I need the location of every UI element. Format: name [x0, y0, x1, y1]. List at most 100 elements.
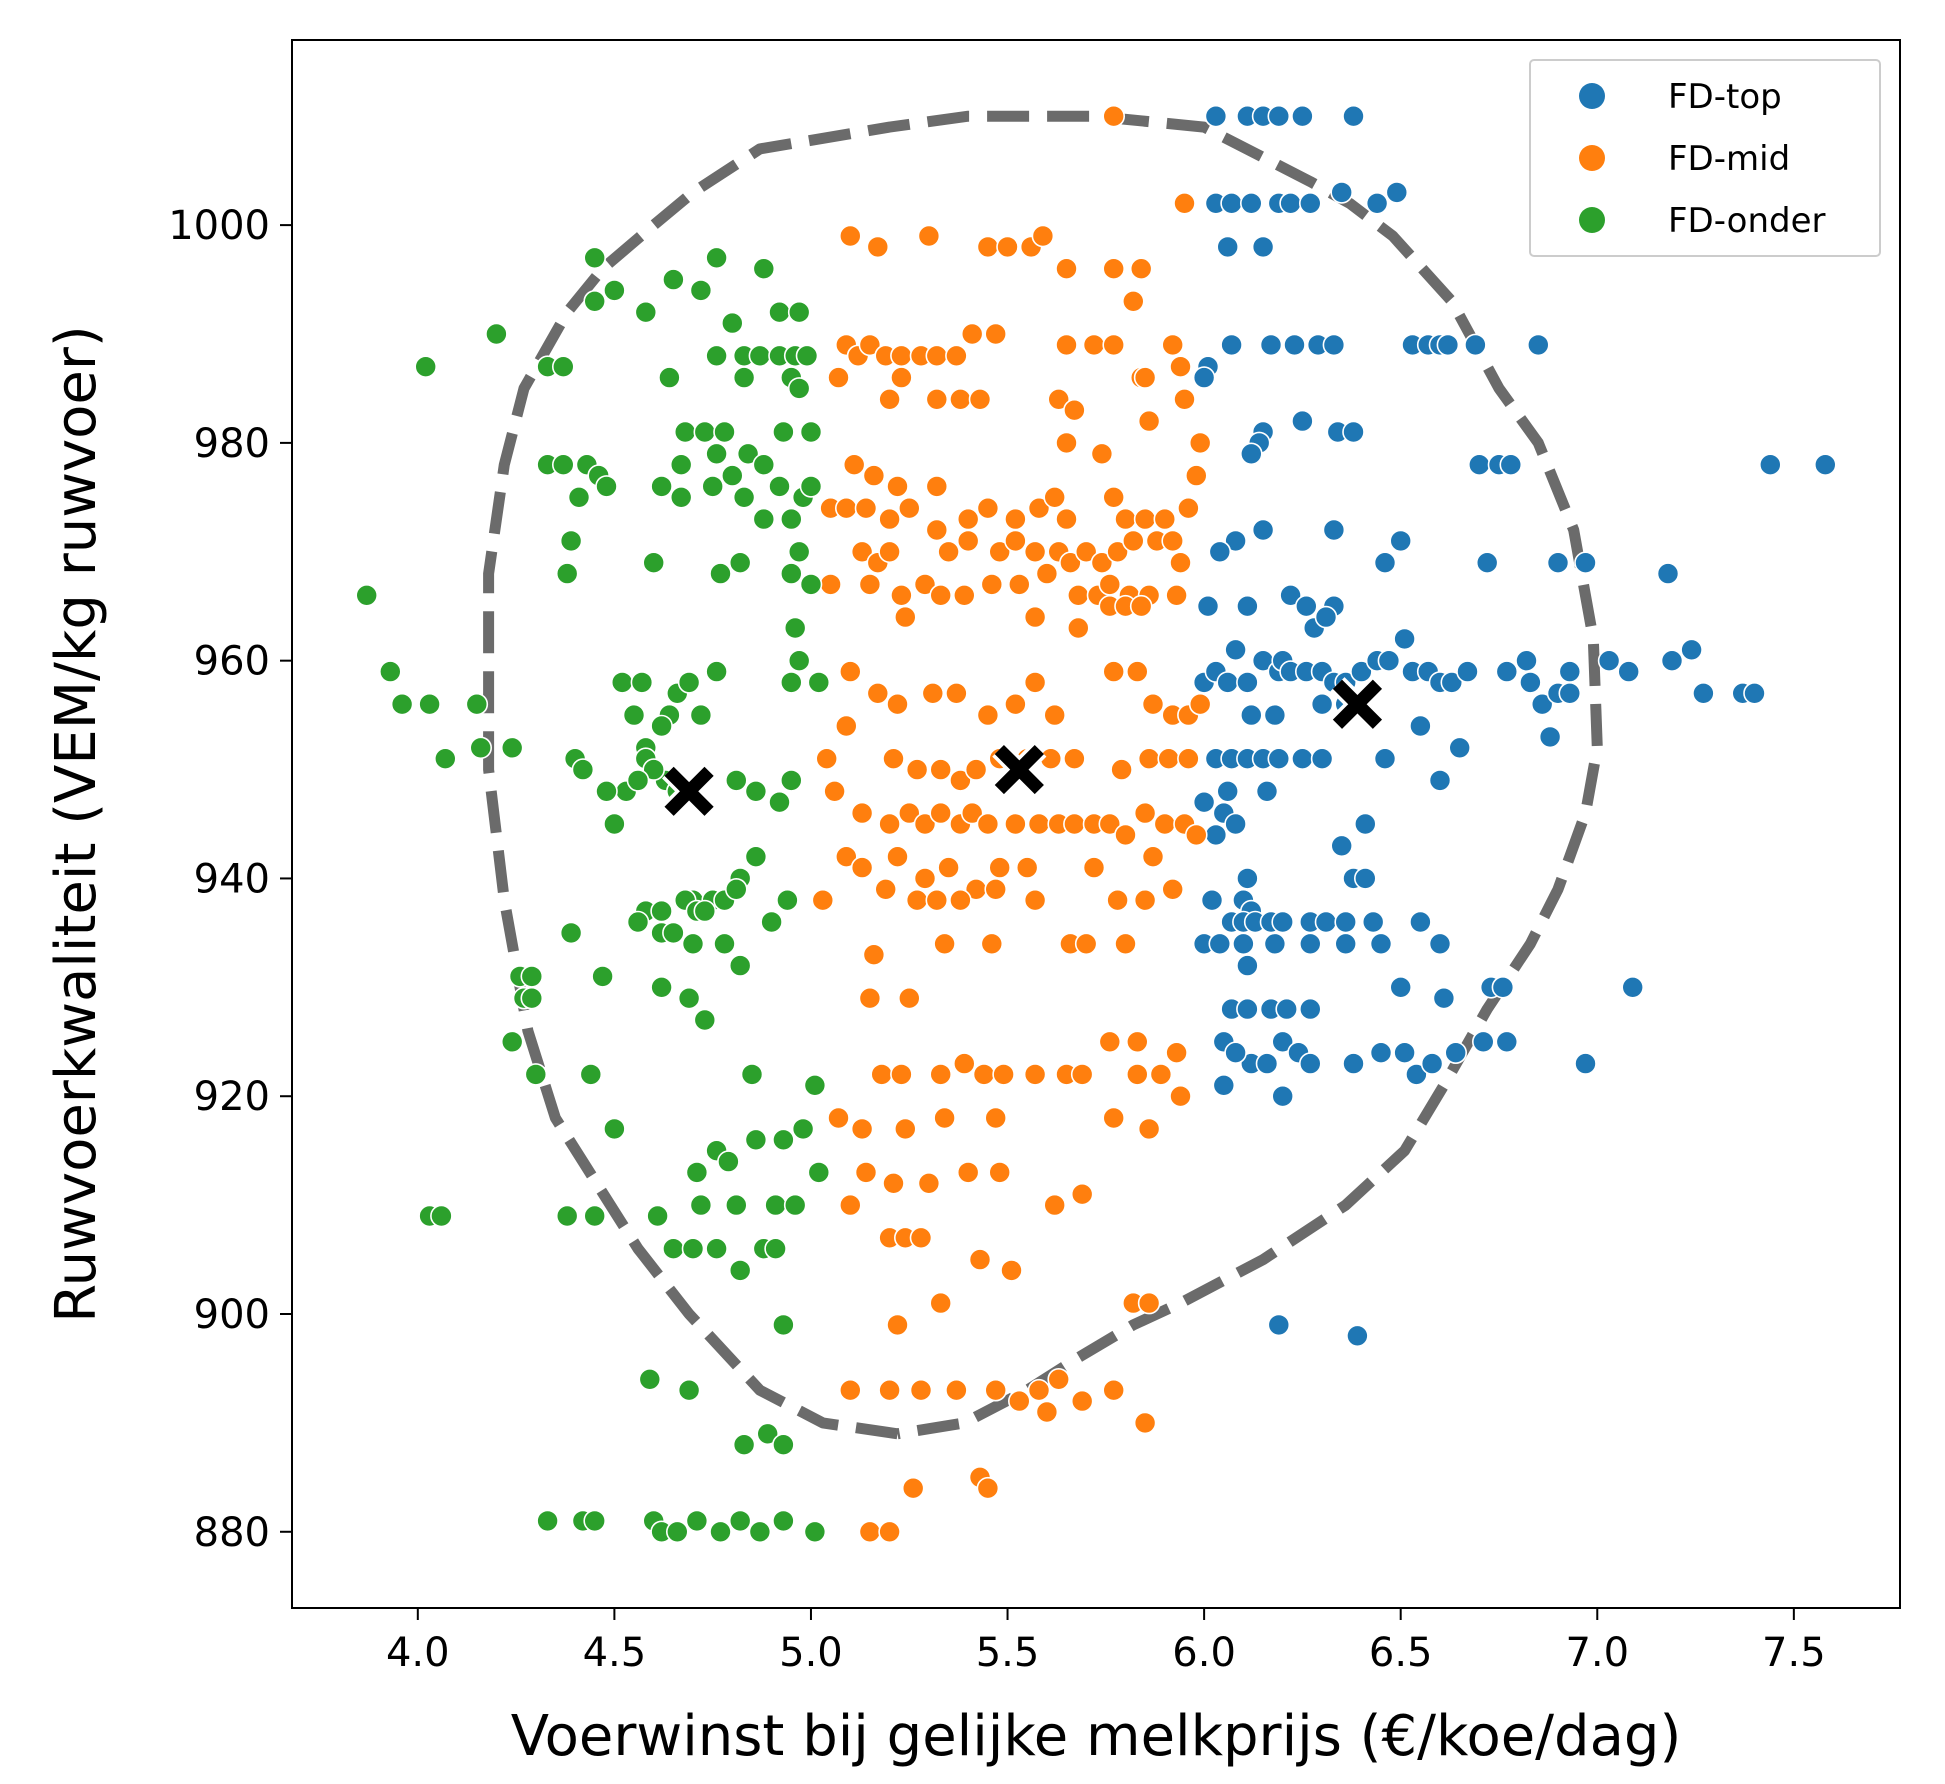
- point-fd-top: [1389, 975, 1412, 999]
- point-fd-mid: [858, 1520, 882, 1544]
- y-axis-ticks: 880 900 920 940 960 980 1000: [168, 203, 292, 1556]
- point-fd-mid: [1185, 823, 1208, 847]
- point-fd-mid: [1137, 409, 1161, 433]
- point-fd-onder: [669, 453, 693, 477]
- point-fd-mid: [949, 387, 972, 411]
- point-fd-mid: [1102, 257, 1125, 281]
- point-fd-mid: [886, 692, 909, 716]
- point-fd-mid: [1141, 692, 1165, 716]
- point-fd-mid: [913, 812, 937, 836]
- point-fd-onder: [689, 703, 713, 727]
- point-fd-mid: [1027, 496, 1051, 520]
- point-fd-onder: [520, 986, 544, 1010]
- point-fd-mid: [1063, 747, 1086, 771]
- point-fd-mid: [890, 1063, 913, 1086]
- point-fd-onder: [807, 671, 831, 694]
- point-fd-top: [1342, 104, 1365, 128]
- point-fd-top: [1251, 235, 1275, 259]
- point-fd-top: [1680, 638, 1703, 662]
- point-fd-onder: [630, 671, 654, 694]
- point-fd-mid: [886, 845, 909, 869]
- point-fd-mid: [984, 1106, 1008, 1130]
- point-fd-mid: [917, 224, 941, 248]
- point-fd-onder: [551, 453, 575, 477]
- point-fd-top: [1444, 1041, 1467, 1064]
- point-fd-top: [1472, 1030, 1495, 1054]
- y-tick-label: 1000: [168, 203, 270, 249]
- point-fd-mid: [811, 888, 835, 912]
- point-fd-onder: [681, 1237, 705, 1260]
- point-fd-top: [1283, 333, 1306, 357]
- point-fd-onder: [709, 562, 732, 585]
- point-fd-top: [1558, 681, 1582, 705]
- point-fd-onder: [705, 660, 728, 683]
- point-fd-mid: [1165, 1041, 1188, 1064]
- point-fd-top: [1743, 681, 1766, 705]
- point-fd-mid: [964, 758, 988, 781]
- centroid-marker: [992, 742, 1047, 797]
- x-tick-label: 4.5: [583, 1630, 647, 1676]
- point-fd-mid: [827, 366, 850, 389]
- point-fd-onder: [772, 1128, 795, 1152]
- point-fd-top: [1267, 1313, 1291, 1337]
- point-fd-top: [1621, 975, 1644, 999]
- point-fd-top: [1456, 660, 1479, 683]
- point-fd-onder: [744, 845, 768, 869]
- point-fd-top: [1389, 529, 1412, 553]
- point-fd-onder: [571, 758, 595, 781]
- point-fd-mid: [968, 387, 992, 411]
- point-fd-mid: [980, 573, 1004, 596]
- point-fd-mid: [1173, 387, 1196, 411]
- point-fd-top: [1436, 333, 1460, 357]
- x-tick-label: 6.5: [1369, 1630, 1433, 1676]
- point-fd-top: [1236, 867, 1259, 890]
- point-fd-onder: [551, 355, 575, 379]
- point-fd-mid: [984, 1378, 1008, 1402]
- point-fd-onder: [469, 736, 493, 760]
- point-fd-top: [1574, 1052, 1597, 1075]
- point-fd-mid: [878, 1520, 901, 1544]
- point-fd-onder: [783, 1193, 807, 1217]
- point-fd-mid: [976, 1476, 1000, 1500]
- point-fd-top: [1499, 453, 1523, 477]
- point-fd-mid: [1129, 257, 1153, 281]
- point-fd-mid: [976, 235, 1000, 259]
- point-fd-onder: [720, 464, 744, 487]
- point-fd-onder: [795, 344, 819, 368]
- point-fd-onder: [662, 268, 685, 291]
- y-tick-label: 940: [194, 856, 270, 902]
- point-fd-top: [1342, 420, 1365, 444]
- point-fd-mid: [1102, 660, 1125, 683]
- point-fd-onder: [681, 932, 705, 956]
- y-tick-label: 960: [194, 639, 270, 685]
- point-fd-top: [1464, 333, 1487, 357]
- point-fd-onder: [414, 355, 438, 379]
- point-fd-top: [1224, 638, 1247, 662]
- point-fd-mid: [834, 845, 858, 869]
- centroid-cross: [994, 744, 1044, 795]
- point-fd-top: [1236, 997, 1259, 1021]
- point-fd-onder: [768, 300, 791, 324]
- point-fd-onder: [705, 1237, 728, 1260]
- point-fd-top: [1346, 1324, 1369, 1348]
- point-fd-onder: [465, 692, 489, 716]
- point-fd-onder: [807, 1161, 831, 1184]
- point-fd-mid: [1055, 333, 1078, 357]
- point-fd-top: [1259, 333, 1283, 357]
- point-fd-top: [1377, 649, 1401, 673]
- point-fd-mid: [1161, 333, 1184, 357]
- point-fd-top: [1216, 779, 1239, 803]
- point-fd-mid: [1082, 333, 1106, 357]
- point-fd-top: [1660, 649, 1684, 673]
- point-fd-top: [1515, 649, 1538, 673]
- point-fd-onder: [787, 377, 811, 400]
- point-fd-mid: [1043, 1193, 1066, 1217]
- point-fd-mid: [1188, 431, 1212, 455]
- point-fd-mid: [819, 573, 842, 596]
- point-fd-mid: [917, 1172, 941, 1195]
- point-fd-onder: [705, 344, 728, 368]
- legend-box: [1529, 59, 1881, 257]
- point-fd-onder: [650, 975, 673, 999]
- point-fd-mid: [838, 1193, 862, 1217]
- point-fd-mid: [1098, 573, 1122, 596]
